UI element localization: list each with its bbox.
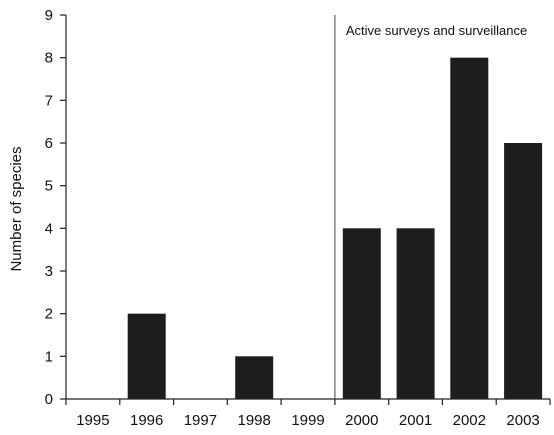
x-tick-label-1995: 1995 (76, 412, 109, 429)
y-tick-label-7: 7 (45, 92, 53, 109)
y-tick-label-8: 8 (45, 50, 53, 67)
y-tick-label-1: 1 (45, 348, 53, 365)
bar-1998 (235, 356, 274, 399)
y-tick-label-3: 3 (45, 263, 53, 280)
x-tick-label-2003: 2003 (506, 412, 539, 429)
y-tick-label-6: 6 (45, 135, 53, 152)
bar-2003 (504, 143, 543, 399)
x-tick-label-2000: 2000 (345, 412, 378, 429)
y-axis-title: Number of species (8, 146, 25, 271)
x-tick-label-1998: 1998 (238, 412, 271, 429)
x-tick-label-1997: 1997 (184, 412, 217, 429)
bars-layer (127, 57, 543, 399)
bar-2002 (450, 57, 489, 399)
y-tick-label-2: 2 (45, 306, 53, 323)
y-tick-label-4: 4 (45, 220, 53, 237)
x-tick-label-2001: 2001 (399, 412, 432, 429)
x-ticks-layer: 1995 1996 1997 1998 1999 2000 2001 2002 2003 (65, 399, 551, 429)
x-tick-label-1999: 1999 (291, 412, 324, 429)
bar-2000 (342, 228, 381, 399)
axes-layer (65, 15, 550, 400)
y-tick-label-5: 5 (45, 178, 53, 195)
x-tick-label-2002: 2002 (453, 412, 486, 429)
bar-2001 (396, 228, 435, 399)
bar-1996 (127, 313, 166, 399)
x-tick-label-1996: 1996 (130, 412, 163, 429)
y-tick-label-0: 0 (45, 391, 53, 408)
y-ticks-layer: 0 1 2 3 4 5 6 7 8 9 (45, 7, 66, 408)
y-tick-label-9: 9 (45, 7, 53, 24)
active-surveys-annotation: Active surveys and surveillance (346, 23, 527, 38)
